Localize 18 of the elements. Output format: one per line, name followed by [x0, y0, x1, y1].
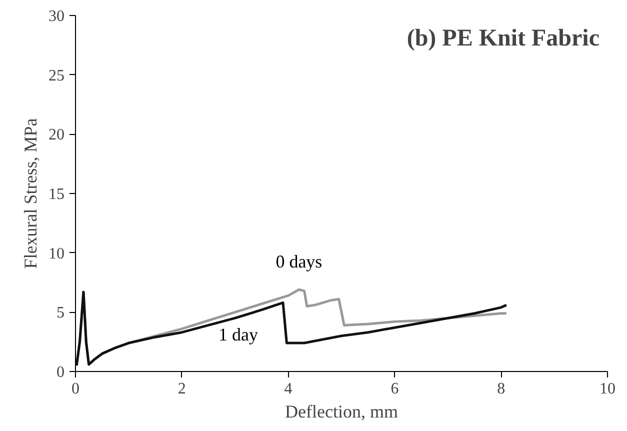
x-tick-label: 2: [178, 380, 186, 398]
y-tick-label: 10: [48, 245, 64, 262]
x-tick-label: 0: [72, 380, 80, 398]
x-tick-label: 10: [600, 380, 616, 398]
y-tick-label: 15: [48, 186, 64, 203]
chart-title: (b) PE Knit Fabric: [406, 26, 600, 52]
y-tick-label: 0: [56, 364, 64, 381]
y-tick-label: 25: [48, 67, 64, 84]
series-label: 0 days: [276, 252, 322, 272]
y-axis-title: Flexural Stress, MPa: [20, 118, 40, 269]
x-tick-label: 8: [497, 380, 506, 398]
y-tick-label: 30: [48, 8, 64, 25]
series-label: 1 day: [218, 324, 258, 345]
y-tick-label: 5: [56, 304, 64, 322]
x-tick-label: 6: [390, 380, 399, 398]
y-tick-label: 20: [48, 126, 64, 144]
x-tick-label: 4: [284, 380, 292, 398]
x-axis-title: Deflection, mm: [285, 402, 398, 422]
